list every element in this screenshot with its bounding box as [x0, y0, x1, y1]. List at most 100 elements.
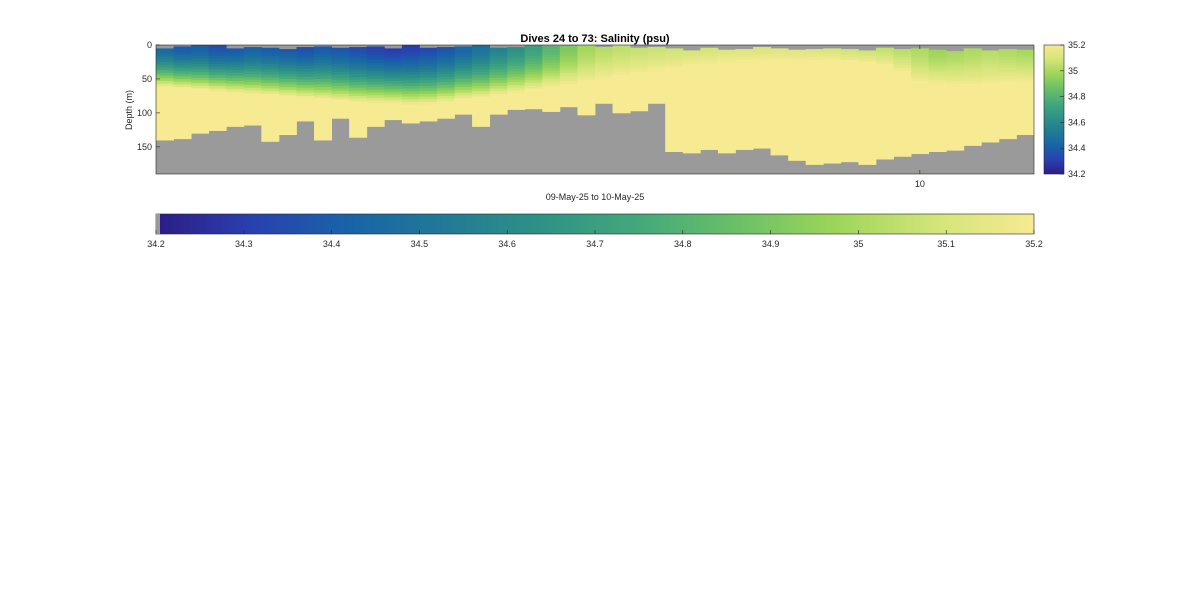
- heatmap-cell: [963, 129, 982, 133]
- heatmap-cell: [788, 123, 807, 127]
- heatmap-cell: [981, 126, 1000, 130]
- heatmap-cell: [858, 148, 877, 152]
- heatmap-cell: [577, 96, 596, 100]
- heatmap-cell: [770, 108, 789, 112]
- heatmap-cell: [454, 103, 473, 107]
- heatmap-cell: [261, 69, 280, 73]
- heatmap-cell: [911, 138, 930, 142]
- heatmap-cell: [963, 121, 982, 125]
- heatmap-cell: [753, 63, 771, 67]
- heatmap-cell: [700, 115, 719, 119]
- heatmap-cell: [331, 91, 350, 95]
- heatmap-cell: [700, 91, 719, 95]
- heatmap-cell: [875, 150, 894, 155]
- heatmap-cell: [770, 83, 789, 87]
- heatmap-cell: [331, 99, 350, 103]
- chart-title: Dives 24 to 73: Salinity (psu): [520, 33, 669, 45]
- heatmap-cell: [700, 129, 719, 133]
- heatmap-cell: [770, 121, 789, 125]
- heatmap-cell: [173, 111, 192, 115]
- heatmap-cell: [173, 46, 192, 50]
- heatmap-cell: [401, 102, 420, 106]
- heatmap-cell: [981, 110, 1000, 114]
- heatmap-cell: [595, 71, 613, 75]
- heatmap-cell: [524, 45, 543, 49]
- heatmap-cell: [156, 83, 174, 87]
- heatmap-cell: [314, 65, 332, 69]
- heatmap-cell: [700, 137, 719, 141]
- heatmap-cell: [261, 55, 280, 59]
- heatmap-cell: [805, 149, 824, 153]
- heatmap-cell: [700, 145, 719, 149]
- heatmap-cell: [770, 127, 789, 131]
- heatmap-cell: [840, 76, 859, 80]
- heatmap-cell: [735, 57, 754, 61]
- heatmap-cell: [981, 58, 1000, 62]
- heatmap-cell: [823, 108, 842, 112]
- heatmap-cell: [173, 125, 192, 129]
- heatmap-cell: [314, 116, 332, 121]
- heatmap-cell: [981, 91, 1000, 95]
- heatmap-cell: [208, 80, 227, 84]
- heatmap-cell: [173, 49, 192, 53]
- heatmap-cell: [700, 148, 719, 150]
- heatmap-cell: [998, 97, 1017, 102]
- heatmap-cell: [173, 122, 192, 126]
- heatmap-cell: [840, 81, 859, 85]
- heatmap-cell: [366, 125, 385, 127]
- heatmap-cell: [823, 102, 842, 106]
- heatmap-cell: [454, 100, 473, 104]
- heatmap-cell: [946, 113, 965, 117]
- heatmap-cell: [946, 51, 965, 55]
- heatmap-cell: [436, 74, 455, 78]
- heatmap-cell: [840, 49, 859, 53]
- heatmap-cell: [366, 100, 385, 104]
- heatmap-cell: [191, 110, 210, 114]
- heatmap-cell: [875, 50, 894, 54]
- heatmap-cell: [805, 92, 824, 96]
- heatmap-cell: [946, 135, 965, 139]
- heatmap-cell: [436, 60, 455, 64]
- heatmap-cell: [296, 98, 315, 102]
- heatmap-cell: [928, 95, 947, 100]
- heatmap-cell: [331, 115, 350, 119]
- heatmap-cell: [753, 117, 771, 121]
- heatmap-cell: [630, 80, 649, 84]
- heatmap-cell: [753, 114, 771, 119]
- heatmap-cell: [665, 119, 684, 123]
- heatmap-cell: [173, 135, 192, 140]
- heatmap-cell: [191, 83, 210, 87]
- heatmap-cell: [314, 103, 332, 107]
- heatmap-cell: [577, 91, 596, 95]
- heatmap-cell: [647, 90, 666, 94]
- heatmap-cell: [893, 95, 912, 99]
- heatmap-cell: [226, 91, 245, 95]
- heatmap-cell: [823, 59, 842, 63]
- heatmap-cell: [472, 80, 491, 84]
- heatmap-cell: [717, 63, 736, 67]
- heatmap-cell: [612, 77, 631, 81]
- heatmap-cell: [243, 79, 262, 83]
- heatmap-cell: [788, 155, 807, 159]
- heatmap-cell: [963, 105, 982, 109]
- heatmap-cell: [717, 120, 736, 124]
- heatmap-cell: [998, 73, 1017, 77]
- heatmap-cell: [349, 117, 368, 121]
- heatmap-cell: [753, 112, 771, 116]
- heatmap-cell: [770, 116, 789, 120]
- heatmap-cell: [823, 86, 842, 90]
- heatmap-cell: [682, 142, 701, 146]
- heatmap-cell: [911, 135, 930, 139]
- heatmap-cell: [331, 104, 350, 108]
- heatmap-cell: [1016, 63, 1034, 67]
- heatmap-cell: [524, 83, 543, 87]
- plot-area: [155, 44, 1035, 175]
- heatmap-cell: [1016, 57, 1034, 62]
- heatmap-cell: [805, 49, 824, 53]
- heatmap-cell: [489, 74, 508, 78]
- heatmap-cell: [542, 49, 561, 53]
- heatmap-cell: [472, 88, 491, 92]
- heatmap-cell: [647, 52, 666, 56]
- heatmap-cell: [893, 114, 912, 118]
- heatmap-cell: [577, 88, 596, 92]
